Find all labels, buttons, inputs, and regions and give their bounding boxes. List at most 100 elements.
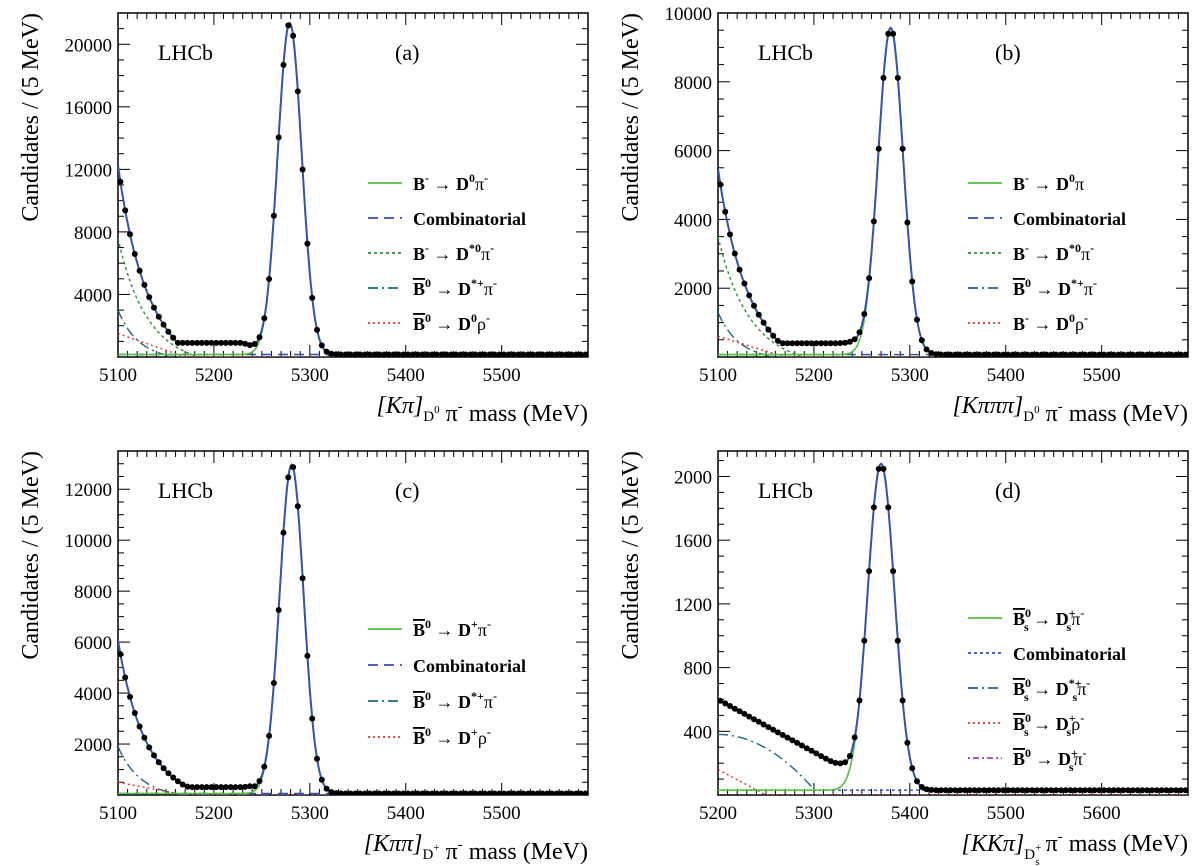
y-tick-label: 4000 <box>74 684 112 705</box>
data-point <box>1158 351 1165 357</box>
data-point <box>371 351 378 357</box>
data-point <box>909 765 916 772</box>
data-point <box>309 294 316 301</box>
legend-item: Combinatorial <box>368 656 526 676</box>
data-point <box>577 351 584 357</box>
data-point <box>213 784 220 791</box>
data-point <box>549 790 555 795</box>
data-point <box>443 790 450 795</box>
data-point <box>718 697 724 704</box>
panel-c: 5100 5200 5300 5400 5500 2000 4000 6000 8000 1000… <box>18 450 589 865</box>
data-point <box>448 351 455 357</box>
total-fit-curve <box>718 462 1188 792</box>
x-tick-label: 5300 <box>891 365 929 386</box>
x-tick-label: 5300 <box>795 803 833 824</box>
data-point <box>395 351 402 357</box>
data-points <box>718 465 1188 794</box>
data-point <box>1014 351 1021 357</box>
y-axis-label: Candidates / (5 MeV) <box>18 13 44 222</box>
panel-label: (a) <box>395 40 419 65</box>
data-point <box>285 474 292 481</box>
total-fit-curve <box>118 21 588 356</box>
signal-curve <box>118 463 588 795</box>
data-point <box>938 351 944 357</box>
panel-label: (d) <box>995 478 1021 503</box>
data-point <box>496 790 503 795</box>
data-point <box>861 311 868 317</box>
data-point <box>803 745 810 752</box>
data-point <box>146 294 153 301</box>
data-point <box>1000 787 1007 794</box>
total-fit-curve <box>718 26 1188 356</box>
component-curve <box>718 733 1188 795</box>
data-point <box>827 340 834 347</box>
data-point <box>976 787 983 794</box>
data-point <box>942 787 949 794</box>
data-point <box>1129 351 1136 357</box>
data-point <box>1134 351 1141 357</box>
data-point <box>237 339 244 346</box>
data-point <box>151 304 157 311</box>
data-point <box>765 326 772 333</box>
data-point <box>1101 787 1108 794</box>
x-axis-label: [Kππ]D+ π- mass (MeV) <box>364 831 588 865</box>
data-point <box>1048 787 1055 794</box>
data-point <box>1153 351 1160 357</box>
data-point <box>846 753 853 759</box>
data-point <box>573 790 579 795</box>
data-point <box>798 340 805 347</box>
data-point <box>846 338 853 345</box>
data-point <box>539 790 546 795</box>
data-point <box>774 729 781 736</box>
data-point <box>165 770 172 777</box>
x-tick-label: 5200 <box>699 803 737 824</box>
data-point <box>558 790 565 795</box>
data-point <box>165 328 172 335</box>
data-point <box>424 351 431 357</box>
data-point <box>179 781 186 788</box>
data-point <box>784 340 791 347</box>
data-point <box>270 212 277 219</box>
data-point <box>314 326 320 333</box>
x-tick-label: 5200 <box>195 365 233 386</box>
data-point <box>827 758 834 765</box>
data-point <box>577 790 584 795</box>
data-point <box>851 336 858 343</box>
data-point <box>491 351 498 357</box>
data-point <box>400 351 407 357</box>
data-point <box>1062 351 1069 357</box>
data-point <box>966 787 973 794</box>
data-point <box>718 181 724 188</box>
data-point <box>362 790 368 795</box>
data-point <box>1173 787 1179 794</box>
data-point <box>1110 787 1117 794</box>
data-point <box>419 351 426 357</box>
data-point <box>232 784 239 791</box>
data-point <box>770 726 777 733</box>
data-point <box>1043 351 1050 357</box>
data-point <box>870 504 877 511</box>
data-point <box>952 351 959 357</box>
data-point <box>419 790 426 795</box>
legend-item: Combinatorial <box>968 644 1126 664</box>
panel-label: (b) <box>995 40 1021 65</box>
data-point <box>424 790 431 795</box>
data-point <box>971 351 978 357</box>
data-point <box>880 465 887 472</box>
data-point <box>510 351 517 357</box>
data-point <box>170 334 177 341</box>
data-point <box>131 251 138 257</box>
data-point <box>510 790 517 795</box>
legend-item: Combinatorial <box>968 209 1126 229</box>
legend-item: B0 → D*+π- <box>968 276 1097 299</box>
data-point <box>1173 351 1179 357</box>
legend-label: B0 → D*+π- <box>1013 276 1097 299</box>
data-point <box>947 351 954 357</box>
data-point <box>962 351 968 357</box>
data-point <box>856 329 863 336</box>
legend-label: B0 s → D*+ sπ- <box>1013 676 1090 704</box>
y-tick-label: 4000 <box>74 285 112 306</box>
data-point <box>505 351 512 357</box>
legend-label: B- → D0ρ- <box>1013 311 1088 334</box>
data-point <box>990 351 997 357</box>
